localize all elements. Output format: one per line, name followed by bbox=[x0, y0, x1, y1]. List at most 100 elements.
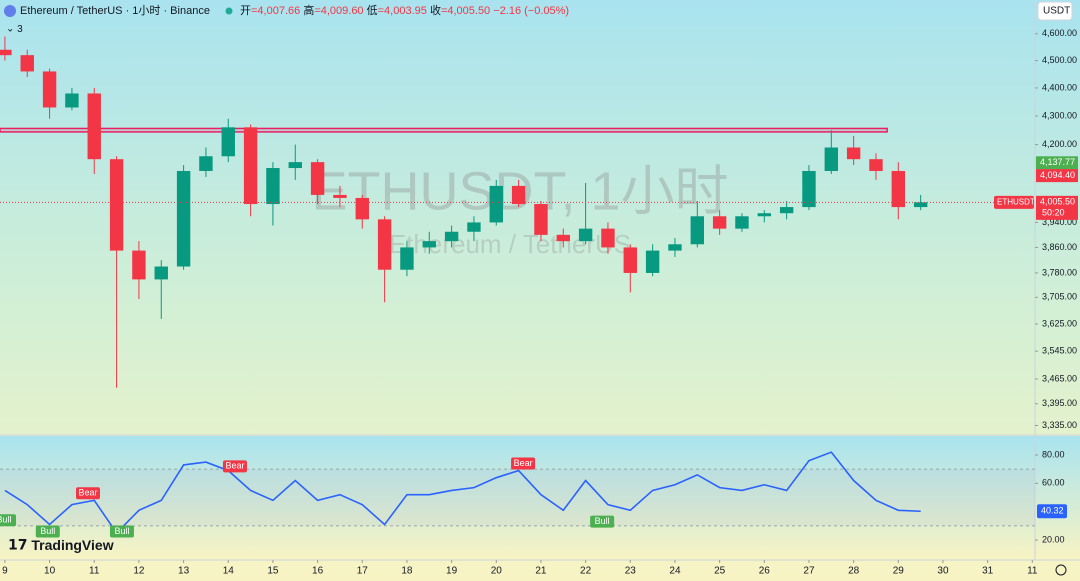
y-tick-label: 3,940.00 bbox=[1042, 217, 1077, 227]
low-value: =4,003.95 bbox=[378, 5, 427, 17]
candle-body bbox=[221, 127, 235, 157]
x-tick-label: 12 bbox=[133, 566, 145, 577]
symbol-label: ETHUSDT bbox=[997, 197, 1035, 206]
candle-body bbox=[154, 266, 168, 280]
y-tick-label: 3,705.00 bbox=[1042, 292, 1077, 302]
signal-box bbox=[35, 525, 60, 538]
x-tick-label: 30 bbox=[937, 566, 949, 577]
candle-body bbox=[712, 216, 727, 229]
x-tick-label: 29 bbox=[893, 566, 905, 577]
rsi-y-tick-label: 60.00 bbox=[1042, 478, 1065, 488]
signal-box bbox=[590, 515, 615, 528]
open-value: =4,007.66 bbox=[251, 5, 300, 17]
rsi-value-box bbox=[1037, 504, 1067, 519]
y-tick-label: 3,335.00 bbox=[1042, 420, 1077, 430]
brand: 𝟭𝟳 TradingView bbox=[8, 537, 114, 553]
candle-body bbox=[757, 213, 772, 217]
candle-body bbox=[846, 147, 861, 160]
candle-body bbox=[199, 156, 213, 171]
signal-label: Bear bbox=[78, 488, 97, 498]
countdown: 50:20 bbox=[1042, 208, 1065, 218]
x-tick-label: 22 bbox=[580, 566, 592, 577]
header-title: Ethereum / TetherUS · 1小时 · Binance bbox=[20, 4, 210, 17]
symbol-box bbox=[994, 195, 1034, 209]
price-label-box bbox=[1036, 156, 1078, 170]
candle-body bbox=[645, 250, 660, 273]
resistance-zone bbox=[0, 127, 888, 133]
rsi-line bbox=[4, 451, 921, 535]
x-tick-label: 9 bbox=[2, 566, 8, 577]
y-tick-label: 3,545.00 bbox=[1042, 345, 1077, 355]
brand-name: TradingView bbox=[31, 537, 113, 553]
x-tick-label: 27 bbox=[803, 566, 815, 577]
candle-body bbox=[444, 231, 459, 242]
signal-box bbox=[109, 525, 134, 538]
close-value: =4,005.50 bbox=[441, 5, 490, 17]
y-tick-label: 4,400.00 bbox=[1042, 82, 1077, 92]
candle-body bbox=[913, 202, 928, 208]
candle-body bbox=[266, 168, 280, 205]
y-tick-label: 4,300.00 bbox=[1042, 110, 1077, 120]
signal-box bbox=[75, 487, 100, 500]
candle-body bbox=[355, 197, 369, 220]
last-price-box bbox=[1036, 195, 1078, 220]
candle-body bbox=[310, 162, 325, 195]
currency: USDT bbox=[1043, 6, 1070, 17]
last-price-label: 4,005.50 bbox=[1040, 197, 1075, 207]
x-tick-label: 13 bbox=[178, 566, 190, 577]
x-tick-label: 15 bbox=[267, 566, 279, 577]
indicators-toggle[interactable]: ⌄ 3 bbox=[6, 24, 23, 35]
signal-box bbox=[222, 460, 247, 473]
candle-body bbox=[511, 185, 526, 205]
candle-body bbox=[176, 170, 191, 267]
currency-button[interactable] bbox=[1037, 1, 1073, 21]
indicators-count: 3 bbox=[17, 24, 23, 35]
x-tick-label: 21 bbox=[535, 566, 547, 577]
y-tick-label: 3,860.00 bbox=[1042, 242, 1077, 252]
candle-body bbox=[288, 162, 302, 169]
candle-body bbox=[0, 49, 12, 56]
candle-body bbox=[735, 216, 749, 229]
candle-body bbox=[42, 71, 57, 108]
y-tick-label: 3,625.00 bbox=[1042, 318, 1077, 328]
change: −2.16 (−0.05%) bbox=[493, 5, 569, 17]
candle-body bbox=[377, 219, 392, 270]
x-tick-label: 18 bbox=[401, 566, 413, 577]
candle-body bbox=[489, 185, 503, 223]
candle-body bbox=[422, 241, 436, 248]
candle-body bbox=[333, 194, 347, 198]
plot: 9 10 11 12 13 14 15 16 17 18 19 20 21 22 23 24 25 26 27 28 2… bbox=[0, 28, 1078, 577]
rsi-value-label: 40.32 bbox=[1041, 506, 1064, 516]
signal-label: Bull bbox=[40, 526, 55, 536]
candle-body bbox=[623, 247, 637, 273]
candle-body bbox=[601, 228, 615, 248]
x-tick-label: 26 bbox=[759, 566, 771, 577]
high-label: 高 bbox=[303, 3, 314, 17]
y-tick-label: 3,780.00 bbox=[1042, 267, 1077, 277]
candle-body bbox=[556, 234, 570, 242]
y-tick-label: 3,465.00 bbox=[1042, 373, 1077, 383]
candle-body bbox=[243, 127, 258, 205]
candle-body bbox=[132, 250, 146, 280]
candle-body bbox=[891, 170, 906, 208]
candle-body bbox=[109, 159, 124, 251]
x-tick-label: 19 bbox=[446, 566, 458, 577]
signal-label: Bull bbox=[595, 516, 610, 526]
x-tick-label: 24 bbox=[669, 566, 681, 577]
y-tick-label: 3,395.00 bbox=[1042, 398, 1077, 408]
x-tick-label: 23 bbox=[625, 566, 637, 577]
candle-body bbox=[779, 207, 794, 214]
close-label: 收 bbox=[430, 3, 441, 17]
symbol-icon bbox=[4, 5, 16, 17]
settings-icon[interactable] bbox=[1055, 564, 1067, 576]
price-label: 4,137.77 bbox=[1040, 157, 1075, 167]
y-tick-label: 4,500.00 bbox=[1042, 55, 1077, 65]
rsi-background bbox=[0, 436, 1080, 560]
candle-body bbox=[20, 55, 34, 72]
y-tick-label: 4,200.00 bbox=[1042, 139, 1077, 149]
open-label: 开 bbox=[240, 5, 251, 17]
x-tick-label: 25 bbox=[714, 566, 726, 577]
candle-body bbox=[467, 222, 481, 232]
high-value: =4,009.60 bbox=[314, 5, 363, 17]
